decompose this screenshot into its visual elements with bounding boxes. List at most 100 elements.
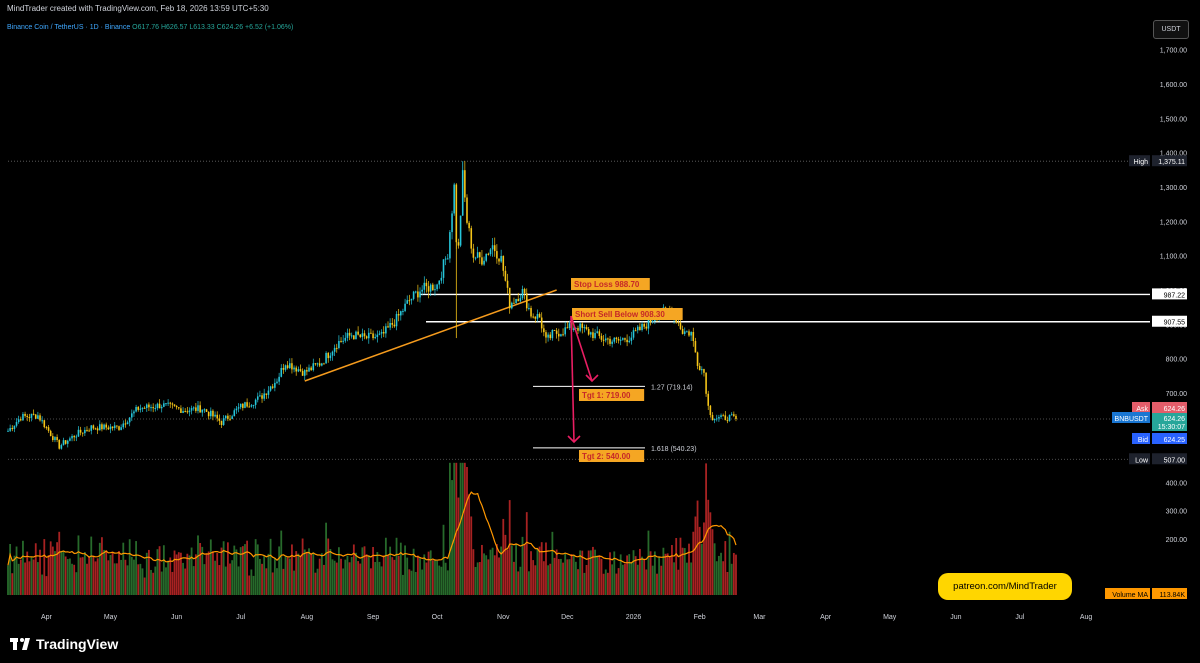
volume-bar [284, 555, 287, 595]
symbol-info[interactable]: Binance Coin / TetherUS · 1D · Binance O… [7, 24, 293, 31]
volume-bar [671, 545, 673, 595]
price-chart[interactable]: 1.27 (719.14) 1.618 (540.23) Stop Loss 98… [0, 0, 1200, 628]
volume-bar [107, 560, 110, 595]
candle-body [730, 414, 733, 416]
short-sell-label[interactable]: Short Sell Below 908.30 [575, 310, 665, 319]
candle-body [513, 302, 515, 304]
price-axis[interactable]: 700.00800.00900.001,000.001,100.001,200.… [1105, 48, 1187, 599]
candle-body [94, 428, 97, 430]
candle-body [511, 302, 513, 309]
time-tick-label[interactable]: Apr [820, 614, 832, 621]
volume-bar [722, 561, 725, 595]
high-tag-bg [1129, 155, 1150, 167]
candle-body [124, 423, 127, 425]
volume-bar [628, 554, 631, 595]
time-tick-label[interactable]: Oct [432, 614, 443, 621]
volume-bar [374, 562, 377, 595]
candle-body [607, 338, 609, 340]
volume-bar [156, 549, 159, 595]
trendline-layer[interactable] [304, 289, 557, 382]
price-tick-label: 1,700.00 [1160, 48, 1187, 55]
volume-bar [137, 564, 140, 595]
candle-body [214, 414, 216, 417]
target-2-label[interactable]: Tgt 2: 540.00 [582, 452, 631, 461]
volume-bar [604, 569, 607, 595]
volume-bar [357, 561, 360, 595]
volume-bar [190, 547, 193, 595]
candle-body [269, 386, 272, 391]
volume-bar [730, 563, 733, 595]
time-tick-label[interactable]: 2026 [626, 614, 642, 621]
time-tick-label[interactable]: Feb [694, 614, 706, 621]
candle-body [109, 426, 112, 430]
candle-series [7, 161, 737, 450]
target-1-label[interactable]: Tgt 1: 719.00 [582, 391, 631, 400]
volume-bar [51, 546, 54, 595]
created-by-text: MindTrader created with TradingView.com,… [7, 4, 269, 13]
annotation-layer[interactable]: Stop Loss 988.70 Short Sell Below 908.30 T… [567, 278, 683, 462]
time-tick-label[interactable]: Jun [171, 614, 182, 621]
candle-body [630, 337, 633, 341]
volume-bar [276, 568, 278, 595]
time-tick-label[interactable]: Apr [41, 614, 53, 621]
candle-body [613, 337, 616, 342]
patreon-badge[interactable]: patreon.com/MindTrader [938, 573, 1072, 600]
volume-bar [664, 553, 667, 595]
candle-body [690, 332, 692, 336]
candle-body [419, 291, 421, 298]
volume-bar [293, 570, 295, 595]
currency-button[interactable]: USDT [1153, 20, 1189, 39]
volume-bar [624, 563, 626, 595]
time-tick-label[interactable]: Sep [367, 614, 380, 621]
support-trendline[interactable] [304, 289, 557, 382]
tradingview-logo[interactable]: TradingView [10, 636, 118, 652]
candle-body [306, 370, 308, 372]
candle-body [150, 407, 152, 409]
volume-bar [446, 570, 449, 595]
time-tick-label[interactable]: Aug [1080, 614, 1093, 621]
target-2-arrow[interactable] [570, 315, 575, 443]
candle-body [423, 282, 426, 290]
volume-bar [649, 551, 652, 595]
time-tick-label[interactable]: May [883, 614, 897, 621]
time-tick-label[interactable]: Nov [497, 614, 510, 621]
volume-bar [88, 556, 91, 595]
stop-loss-axis-label: 987.22 [1164, 292, 1186, 299]
volume-bar [19, 559, 22, 595]
target-1-arrow[interactable] [570, 315, 593, 382]
volume-bar [709, 512, 712, 595]
candle-body [207, 411, 210, 417]
time-tick-label[interactable]: Dec [561, 614, 574, 621]
time-tick-label[interactable]: May [104, 614, 118, 621]
volume-bar [194, 554, 197, 595]
stop-loss-label[interactable]: Stop Loss 988.70 [574, 280, 640, 289]
time-tick-label[interactable]: Jul [236, 614, 245, 621]
volume-bar [111, 551, 114, 595]
candle-body [694, 341, 697, 353]
candle-body [265, 393, 268, 395]
time-tick-label[interactable]: Jun [950, 614, 961, 621]
volume-bar [229, 563, 231, 595]
price-tick-label: 700.00 [1166, 391, 1188, 398]
volume-bar [158, 546, 161, 595]
volume-bar [45, 576, 48, 595]
candle-body [131, 413, 133, 418]
candle-body [314, 363, 317, 365]
volume-bar [318, 558, 321, 595]
time-tick-label[interactable]: Mar [753, 614, 766, 621]
candle-body [686, 331, 688, 333]
candle-body [547, 334, 549, 338]
candle-body [617, 339, 620, 341]
volume-bar [442, 524, 445, 595]
volume-bar [713, 543, 716, 595]
bid-value-bg [1152, 433, 1187, 444]
volume-bar [182, 562, 184, 595]
candle-body [724, 415, 727, 421]
candle-body [519, 298, 522, 302]
time-tick-label[interactable]: Aug [301, 614, 314, 621]
volume-bar [436, 560, 439, 595]
candle-body [432, 284, 434, 291]
candle-body [41, 420, 43, 422]
time-axis[interactable]: Apr May Jun Jul Aug Sep Oct Nov Dec 2026 Feb Mar Apr… [41, 614, 1092, 621]
time-tick-label[interactable]: Jul [1015, 614, 1024, 621]
